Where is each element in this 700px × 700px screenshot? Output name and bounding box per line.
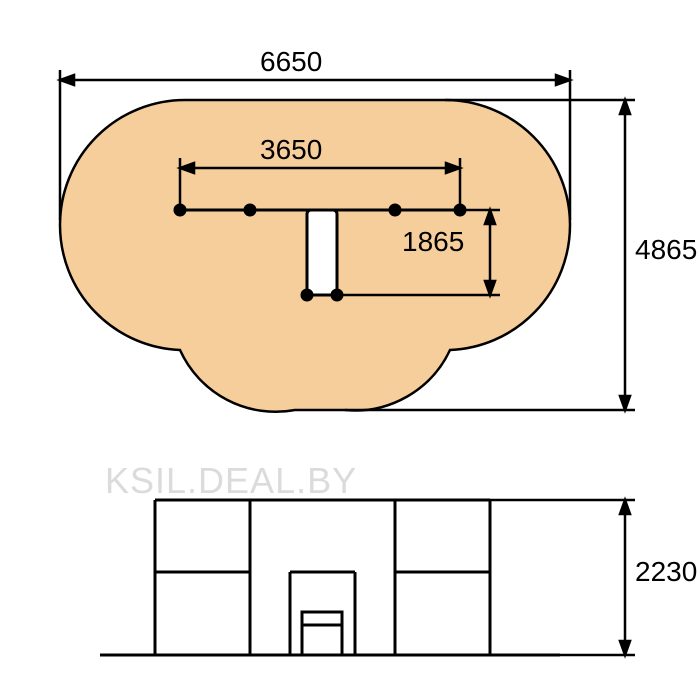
dim-label-inner-height: 1865 [402,226,464,258]
watermark-text: KSIL.DEAL.BY [105,460,357,502]
dim-side-height [490,500,635,655]
equipment-side-view [100,500,560,655]
dim-label-side-height: 2230 [635,556,697,588]
dim-label-overall-height: 4865 [635,234,697,266]
dim-label-overall-width: 6650 [260,46,322,78]
drawing-canvas: 6650 3650 4865 1865 2230 KSIL.DEAL.BY [0,0,700,700]
diagram-svg [0,0,700,700]
dim-label-inner-width: 3650 [260,134,322,166]
